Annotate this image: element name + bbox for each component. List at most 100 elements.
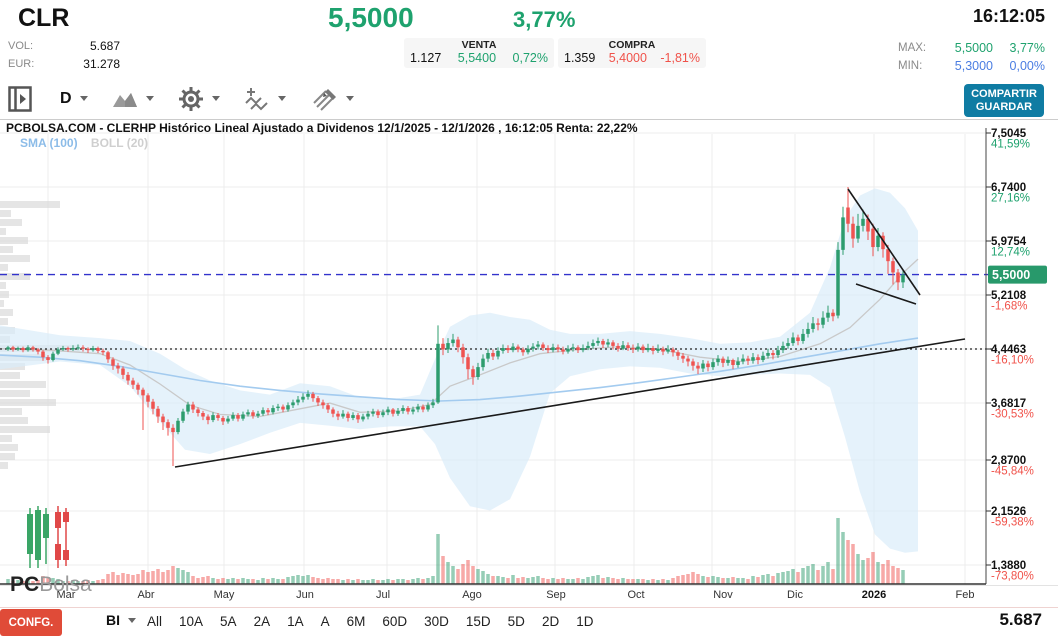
chevron-down-icon	[128, 617, 136, 623]
ticker-symbol: CLR	[18, 4, 70, 32]
month-label-Mar: Mar	[56, 589, 76, 601]
range-button-1A[interactable]: 1A	[284, 613, 307, 630]
chevron-down-icon	[79, 96, 88, 101]
svg-text:7,5045: 7,5045	[991, 128, 1027, 140]
share-label: COMPARTIR	[971, 87, 1037, 100]
volume-block: VOL: 5.687 EUR: 31.278	[8, 37, 120, 73]
ask-box: VENTA 1.127 5,5400 0,72%	[404, 38, 554, 68]
bid-quantity: 1.359	[564, 51, 596, 65]
interval-dropdown[interactable]: D	[42, 90, 88, 108]
svg-text:3,6817: 3,6817	[991, 398, 1026, 410]
range-button-30D[interactable]: 30D	[421, 613, 452, 630]
time-axis[interactable]: Mar Abr May Jun Jul Ago Sep Oct Nov Dic 2026 Feb	[0, 585, 1058, 608]
min-percent: 0,00%	[1009, 59, 1045, 73]
range-button-5D[interactable]: 5D	[505, 613, 528, 630]
max-percent: 3,77%	[1009, 41, 1045, 55]
vol-value: 5.687	[89, 39, 120, 53]
month-label-Oct: Oct	[627, 589, 645, 601]
month-label-May: May	[213, 589, 235, 601]
exchange-dropdown[interactable]: BI	[106, 612, 136, 628]
vol-label: VOL:	[8, 40, 34, 52]
svg-text:2,1526: 2,1526	[991, 506, 1026, 518]
chevron-down-icon	[145, 96, 154, 101]
ask-quantity: 1.127	[410, 51, 442, 65]
save-label: GUARDAR	[975, 100, 1033, 113]
indicator-legend: SMA (100) BOLL (20)	[20, 136, 158, 150]
min-label: MIN:	[898, 60, 923, 72]
bid-label: COMPRA	[608, 39, 656, 51]
interval-value: D	[60, 89, 72, 107]
footer-volume-value: 5.687	[999, 610, 1042, 629]
area-chart-icon	[112, 92, 137, 107]
eur-value: 31.278	[83, 57, 120, 71]
month-label-Feb: Feb	[955, 589, 975, 601]
month-label-Abr: Abr	[137, 589, 155, 601]
svg-text:27,16%: 27,16%	[991, 193, 1030, 205]
max-min-block: MAX: 5,5000 3,77% MIN: 5,3000 0,00%	[898, 39, 1045, 75]
panel-toggle-button[interactable]	[8, 85, 32, 112]
svg-text:-45,84%: -45,84%	[991, 466, 1034, 478]
svg-text:-16,10%: -16,10%	[991, 355, 1034, 367]
chart-type-dropdown[interactable]	[112, 89, 154, 109]
chart-area[interactable]: 7,5045 41,59% 6,7400 27,16% 5,9754 12,74% 5,21…	[0, 119, 1058, 596]
range-selector: All 10A 5A 2A 1A A 6M 60D 30D 15D 5D 2D 1D	[144, 613, 607, 630]
panel-toggle-icon	[8, 85, 32, 112]
range-button-A[interactable]: A	[318, 613, 333, 630]
min-price: 5,3000	[954, 59, 993, 73]
range-button-2D[interactable]: 2D	[539, 613, 562, 630]
share-save-button[interactable]: COMPARTIR GUARDAR	[964, 84, 1044, 117]
range-button-5A[interactable]: 5A	[217, 613, 240, 630]
add-indicator-icon	[244, 87, 268, 110]
chart-title: PCBOLSA.COM - CLERHP Histórico Lineal Aj…	[6, 121, 638, 135]
range-button-All[interactable]: All	[144, 613, 165, 630]
chevron-down-icon	[345, 96, 354, 101]
svg-text:41,59%: 41,59%	[991, 139, 1030, 151]
toolbar: D	[0, 78, 1058, 119]
svg-text:-73,80%: -73,80%	[991, 571, 1034, 583]
bid-box: COMPRA 1.359 5,4000 -1,81%	[558, 38, 706, 68]
svg-text:1,3880: 1,3880	[991, 560, 1026, 572]
clock: 16:12:05	[972, 6, 1045, 26]
ask-percent: 0,72%	[512, 51, 548, 65]
range-button-15D[interactable]: 15D	[463, 613, 494, 630]
range-button-6M[interactable]: 6M	[344, 613, 369, 630]
range-button-60D[interactable]: 60D	[379, 613, 410, 630]
eur-label: EUR:	[8, 58, 35, 70]
svg-text:4,4463: 4,4463	[991, 344, 1026, 356]
bid-percent: -1,81%	[660, 51, 700, 65]
ask-price: 5,5400	[457, 51, 497, 65]
month-label-Nov: Nov	[713, 589, 733, 601]
month-label-Dic: Dic	[787, 589, 803, 601]
change-percent: 3,77%	[513, 7, 576, 32]
month-label-Ago: Ago	[462, 589, 482, 601]
chevron-down-icon	[277, 96, 286, 101]
settings-dropdown[interactable]	[178, 86, 220, 112]
max-price: 5,5000	[954, 41, 993, 55]
draw-lines-icon	[312, 88, 336, 111]
gear-icon	[178, 86, 203, 111]
chevron-down-icon	[211, 96, 220, 101]
range-button-2A[interactable]: 2A	[251, 613, 274, 630]
legend-sma[interactable]: SMA (100)	[20, 136, 78, 150]
svg-text:6,7400: 6,7400	[991, 182, 1026, 194]
month-label-Jul: Jul	[375, 589, 391, 601]
month-label-2026: 2026	[861, 589, 887, 601]
config-button[interactable]: CONFG.	[0, 609, 62, 636]
exchange-value: BI	[106, 612, 120, 628]
legend-boll[interactable]: BOLL (20)	[90, 136, 149, 150]
last-price: 5,5000	[328, 2, 414, 33]
range-button-1D[interactable]: 1D	[573, 613, 596, 630]
drawing-tools-dropdown[interactable]	[312, 87, 354, 111]
footer: CONFG. BI All 10A 5A 2A 1A A 6M 60D 30D 15D 5D 2D 1D…	[0, 608, 1058, 643]
ask-label: VENTA	[461, 39, 497, 51]
header: CLR VOL: 5.687 EUR: 31.278 5,5000 3,77% …	[0, 0, 1058, 78]
svg-text:2,8700: 2,8700	[991, 455, 1026, 467]
month-label-Jun: Jun	[296, 589, 314, 601]
range-button-10A[interactable]: 10A	[176, 613, 206, 630]
svg-text:5,5000: 5,5000	[992, 268, 1030, 282]
indicators-dropdown[interactable]	[244, 86, 286, 112]
svg-text:5,2108: 5,2108	[991, 290, 1027, 302]
svg-text:5,9754: 5,9754	[991, 236, 1027, 248]
month-label-Sep: Sep	[546, 589, 566, 601]
